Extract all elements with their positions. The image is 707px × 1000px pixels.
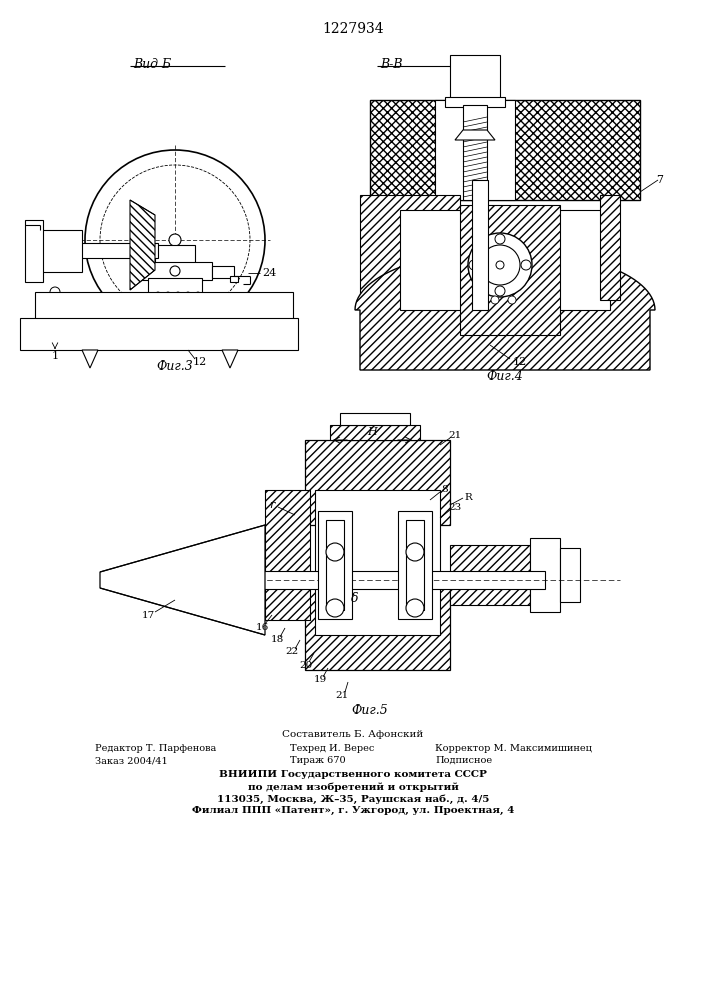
Circle shape (170, 266, 180, 276)
Text: 16: 16 (255, 622, 269, 632)
Text: Фиг.5: Фиг.5 (351, 704, 388, 716)
Bar (80, 243, 158, 258)
Text: Редактор Т. Парфенова: Редактор Т. Парфенова (95, 744, 216, 753)
Text: 12: 12 (193, 357, 207, 367)
Text: r: r (269, 500, 275, 510)
Circle shape (508, 296, 516, 304)
Text: ВНИИПИ Государственного комитета СССР: ВНИИПИ Государственного комитета СССР (219, 770, 487, 779)
Polygon shape (222, 350, 238, 368)
Bar (472, 180, 488, 310)
Circle shape (491, 296, 499, 304)
Bar (398, 511, 432, 619)
Bar (265, 490, 310, 620)
Text: 20: 20 (299, 660, 312, 670)
Circle shape (469, 260, 479, 270)
Text: 19: 19 (313, 676, 327, 684)
Text: 8: 8 (442, 486, 448, 494)
Circle shape (326, 599, 344, 617)
Circle shape (85, 150, 265, 330)
Text: В-В: В-В (380, 58, 402, 71)
Bar (155, 245, 195, 315)
Bar (160, 571, 545, 589)
Polygon shape (130, 200, 155, 290)
Text: Вид Б: Вид Б (133, 58, 171, 71)
Text: 23: 23 (448, 504, 462, 512)
Text: Подписное: Подписное (435, 756, 492, 765)
Circle shape (169, 234, 181, 246)
Bar (20, 318, 298, 350)
Text: Составитель Б. Афонский: Составитель Б. Афонский (282, 730, 423, 739)
Text: 24: 24 (262, 268, 276, 278)
Bar (212, 266, 234, 278)
Bar (435, 100, 515, 200)
Text: 1227934: 1227934 (322, 22, 384, 36)
Text: 1: 1 (52, 351, 59, 361)
Circle shape (326, 543, 344, 561)
Text: 21: 21 (448, 430, 462, 440)
Text: δ: δ (351, 591, 358, 604)
Bar (530, 538, 560, 612)
Circle shape (50, 287, 60, 297)
Text: 12: 12 (513, 357, 527, 367)
Bar (450, 545, 530, 605)
Bar (315, 490, 440, 635)
Circle shape (480, 245, 520, 285)
Circle shape (165, 292, 171, 298)
Circle shape (521, 260, 531, 270)
Text: Тираж 670: Тираж 670 (290, 756, 346, 765)
Polygon shape (355, 250, 655, 370)
Text: 113035, Москва, Ж–35, Раушская наб., д. 4/5: 113035, Москва, Ж–35, Раушская наб., д. … (217, 794, 489, 804)
Text: по делам изобретений и открытий: по делам изобретений и открытий (247, 782, 458, 792)
Bar (40, 230, 82, 272)
Bar (35, 292, 293, 320)
Text: Техред И. Верес: Техред И. Верес (290, 744, 375, 753)
Bar (318, 511, 352, 619)
Text: Корректор М. Максимишинец: Корректор М. Максимишинец (435, 744, 592, 753)
Text: Филиал ППП «Патент», г. Ужгород, ул. Проектная, 4: Филиал ППП «Патент», г. Ужгород, ул. Про… (192, 806, 514, 815)
Bar (460, 205, 560, 335)
Bar (560, 548, 580, 602)
Polygon shape (82, 350, 98, 368)
Bar (326, 520, 344, 610)
Text: 21: 21 (335, 690, 349, 700)
Polygon shape (100, 525, 265, 635)
Polygon shape (455, 130, 495, 140)
Bar (406, 520, 424, 610)
Bar (330, 425, 420, 440)
Circle shape (495, 286, 505, 296)
Bar (25, 220, 43, 282)
Bar (305, 440, 450, 525)
Circle shape (406, 543, 424, 561)
Circle shape (468, 233, 532, 297)
Text: 17: 17 (141, 610, 155, 619)
Bar (463, 105, 487, 200)
Bar (340, 413, 410, 425)
Bar (360, 195, 460, 310)
Bar (600, 195, 620, 300)
Circle shape (406, 599, 424, 617)
Text: Фиг.3: Фиг.3 (157, 360, 194, 373)
Bar (445, 97, 505, 107)
Text: H: H (367, 427, 377, 437)
Text: 22: 22 (286, 648, 298, 656)
Text: 7: 7 (657, 175, 663, 185)
Circle shape (155, 292, 161, 298)
Circle shape (195, 292, 201, 298)
Circle shape (495, 234, 505, 244)
Text: Фиг.4: Фиг.4 (486, 370, 523, 383)
Bar (400, 210, 610, 310)
Circle shape (496, 261, 504, 269)
Text: Заказ 2004/41: Заказ 2004/41 (95, 756, 168, 765)
Text: R: R (464, 493, 472, 502)
Bar (305, 580, 450, 670)
Bar (450, 55, 500, 100)
Bar (370, 100, 640, 200)
Circle shape (474, 296, 482, 304)
Text: 18: 18 (270, 636, 284, 645)
Bar (148, 278, 202, 300)
Bar (138, 262, 212, 280)
Bar (230, 276, 238, 282)
Circle shape (175, 292, 181, 298)
Circle shape (185, 292, 191, 298)
